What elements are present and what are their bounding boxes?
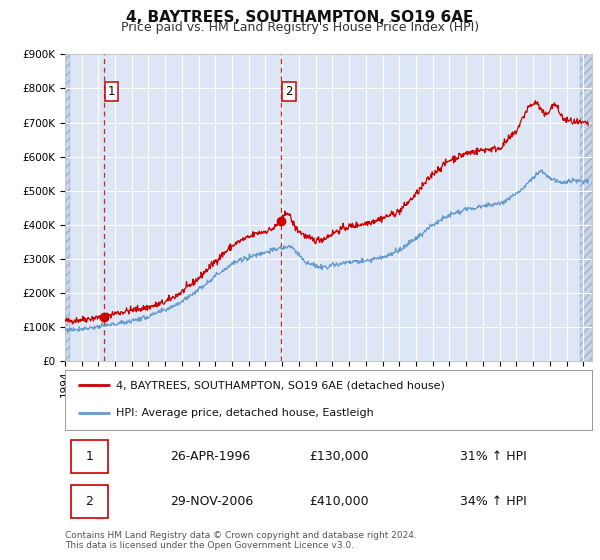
- Text: HPI: Average price, detached house, Eastleigh: HPI: Average price, detached house, East…: [116, 408, 374, 418]
- Text: 31% ↑ HPI: 31% ↑ HPI: [460, 450, 527, 463]
- Text: 29-NOV-2006: 29-NOV-2006: [170, 495, 253, 508]
- Text: 2: 2: [285, 85, 293, 99]
- Text: Contains HM Land Registry data © Crown copyright and database right 2024.: Contains HM Land Registry data © Crown c…: [65, 531, 416, 540]
- Text: 26-APR-1996: 26-APR-1996: [170, 450, 250, 463]
- Bar: [580, 54, 592, 361]
- Text: 2: 2: [86, 495, 94, 508]
- Text: 4, BAYTREES, SOUTHAMPTON, SO19 6AE: 4, BAYTREES, SOUTHAMPTON, SO19 6AE: [127, 10, 473, 25]
- FancyBboxPatch shape: [71, 485, 108, 518]
- Text: £410,000: £410,000: [309, 495, 368, 508]
- Text: This data is licensed under the Open Government Licence v3.0.: This data is licensed under the Open Gov…: [65, 541, 354, 550]
- Text: 34% ↑ HPI: 34% ↑ HPI: [460, 495, 527, 508]
- Text: 4, BAYTREES, SOUTHAMPTON, SO19 6AE (detached house): 4, BAYTREES, SOUTHAMPTON, SO19 6AE (deta…: [116, 380, 445, 390]
- Text: Price paid vs. HM Land Registry's House Price Index (HPI): Price paid vs. HM Land Registry's House …: [121, 21, 479, 34]
- Text: 1: 1: [86, 450, 94, 463]
- Bar: [65, 54, 70, 361]
- FancyBboxPatch shape: [71, 440, 108, 473]
- Text: £130,000: £130,000: [309, 450, 368, 463]
- Text: 1: 1: [108, 85, 115, 99]
